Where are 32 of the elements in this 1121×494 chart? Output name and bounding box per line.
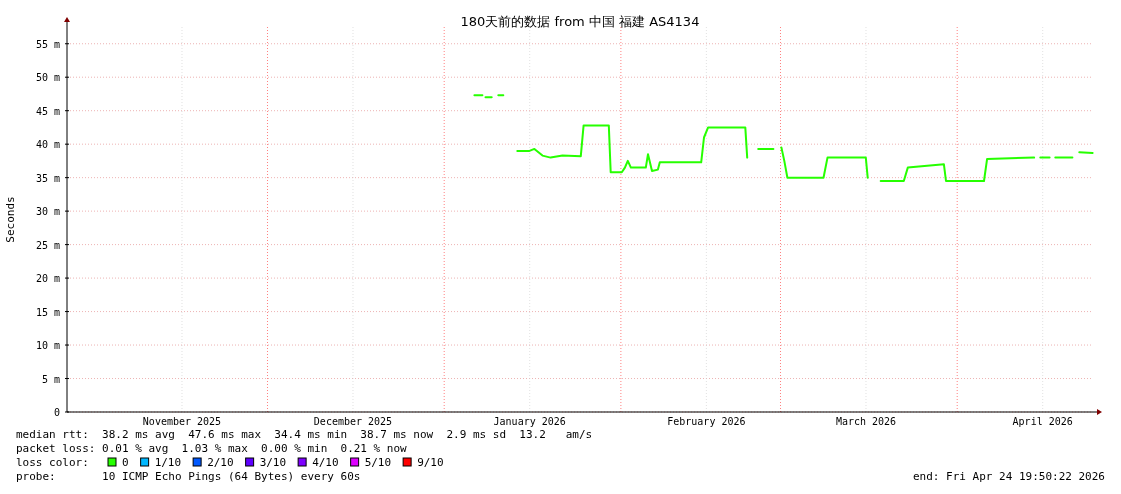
text: end: Fri Apr 24 19:50:22 2026 <box>912 470 1105 483</box>
y-tick-label: 55 m <box>35 38 60 50</box>
y-tick-label: 45 m <box>35 105 60 117</box>
y-tick-label: 5 m <box>41 373 60 385</box>
legend-label: 0 <box>122 456 129 469</box>
y-tick-label: 20 m <box>35 273 60 285</box>
x-tick-label: March 2026 <box>835 416 897 427</box>
legend-label: 5/10 <box>364 456 392 469</box>
legend-label: 2/10 <box>207 456 234 469</box>
y-tick-label: 15 m <box>35 306 60 318</box>
y-axis-title: Seconds <box>4 196 17 243</box>
x-tick-label: November 2025 <box>142 416 222 427</box>
legend-label: 4/10 <box>312 456 339 469</box>
y-tick-label: 40 m <box>35 139 60 151</box>
x-tick-label: December 2025 <box>313 416 393 427</box>
text: median rtt: 38.2 ms avg 47.6 ms max 34.4 ms min 38.7 ms now 2.9 ms sd 13.2 am/s <box>16 428 593 441</box>
legend-label: 1/10 <box>154 456 182 469</box>
chart-title: 180天前的数据 from 中国 福建 AS4134 <box>460 14 700 29</box>
text: probe: 10 ICMP Echo Pings (64 Bytes) every 60s <box>16 470 361 483</box>
text: packet loss: 0.01 % avg 1.03 % max 0.00 % min 0.21 % now <box>16 442 408 455</box>
y-tick-label: 30 m <box>35 206 60 218</box>
y-tick-label: 35 m <box>35 172 60 184</box>
x-tick-label: February 2026 <box>667 416 746 427</box>
x-tick-label: January 2026 <box>493 416 566 427</box>
y-tick-label: 50 m <box>35 72 60 84</box>
y-tick-label: 10 m <box>35 340 60 352</box>
y-tick-label: 0 <box>53 407 60 418</box>
y-tick-label: 25 m <box>35 239 60 251</box>
legend-title: loss color: <box>16 456 89 469</box>
legend-label: 3/10 <box>259 456 287 469</box>
x-tick-label: April 2026 <box>1012 416 1073 427</box>
legend-label: 9/10 <box>417 456 444 469</box>
